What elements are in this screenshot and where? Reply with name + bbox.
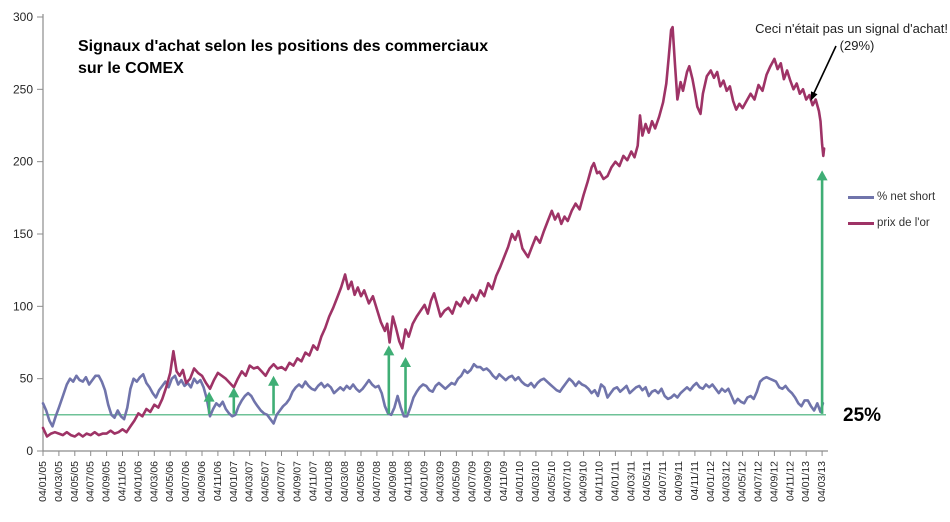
x-tick-label: 04/03/09 <box>435 461 447 502</box>
x-tick-label: 04/01/05 <box>37 461 49 502</box>
buy-signal-arrowhead <box>268 375 280 386</box>
x-tick-label: 04/01/09 <box>419 461 431 502</box>
annotation-callout: Ceci n'était pas un signal d'achat! (29%… <box>696 20 948 54</box>
annotation-arrowhead <box>810 91 818 101</box>
x-tick-label: 04/11/09 <box>498 461 510 501</box>
x-tick-label: 04/03/11 <box>625 461 637 501</box>
chart-title: Signaux d'achat selon les positions des … <box>78 36 488 80</box>
gold-price-series-line <box>41 25 826 438</box>
x-tick-label: 04/01/07 <box>228 461 240 502</box>
x-tick-label: 04/05/05 <box>69 461 81 502</box>
annotation-percent: (29%) <box>839 38 875 53</box>
x-tick-label: 04/11/12 <box>784 461 796 501</box>
threshold-25-label: 25% <box>843 405 882 426</box>
x-tick-label: 04/05/11 <box>641 461 653 501</box>
chart-title-line1: Signaux d'achat selon les positions des … <box>78 38 489 55</box>
x-tick-label: 04/07/08 <box>371 461 383 502</box>
y-tick-label: 0 <box>26 444 33 458</box>
x-tick-label: 04/01/13 <box>800 461 812 502</box>
x-tick-label: 04/01/08 <box>323 461 335 502</box>
x-tick-label: 04/11/07 <box>307 461 319 501</box>
x-tick-label: 04/01/10 <box>514 461 526 502</box>
buy-signal-arrowhead <box>228 387 240 398</box>
x-tick-label: 04/09/12 <box>768 461 780 502</box>
chart-legend: % net short prix de l'or <box>848 190 935 242</box>
buy-signal-arrowhead <box>400 356 412 367</box>
x-tick-label: 04/03/05 <box>53 461 65 502</box>
x-tick-label: 04/11/10 <box>594 461 606 501</box>
x-tick-label: 04/05/10 <box>546 461 558 502</box>
x-tick-label: 04/11/06 <box>212 461 224 501</box>
x-tick-label: 04/07/07 <box>276 461 288 502</box>
x-tick-label: 04/05/07 <box>260 461 272 502</box>
x-tick-label: 04/09/10 <box>578 461 590 502</box>
buy-signal-arrowhead <box>203 391 215 402</box>
chart-title-line2: sur le COMEX <box>78 60 184 77</box>
x-tick-label: 04/01/06 <box>132 461 144 502</box>
buy-signal-arrowhead <box>816 170 828 181</box>
x-tick-label: 04/11/08 <box>403 461 415 501</box>
x-tick-label: 04/09/07 <box>291 461 303 502</box>
x-tick-label: 04/07/10 <box>562 461 574 502</box>
y-tick-label: 100 <box>13 299 33 313</box>
x-tick-label: 04/05/09 <box>450 461 462 502</box>
legend-item-net-short: % net short <box>848 190 935 204</box>
x-tick-label: 04/11/11 <box>689 461 701 500</box>
buy-signal-arrowhead <box>383 345 395 356</box>
x-tick-label: 04/03/10 <box>530 461 542 502</box>
x-tick-label: 04/03/07 <box>244 461 256 502</box>
x-tick-label: 04/03/13 <box>816 461 828 502</box>
x-tick-label: 04/09/05 <box>101 461 113 502</box>
x-tick-label: 04/03/06 <box>148 461 160 502</box>
x-tick-label: 04/05/06 <box>164 461 176 502</box>
x-tick-label: 04/07/12 <box>753 461 765 502</box>
x-tick-label: 04/05/12 <box>737 461 749 502</box>
x-tick-label: 04/03/08 <box>339 461 351 502</box>
y-tick-label: 50 <box>20 372 34 386</box>
x-tick-label: 04/03/12 <box>721 461 733 502</box>
x-tick-label: 04/11/05 <box>117 461 129 501</box>
net-short-line-swatch <box>848 195 874 199</box>
x-tick-label: 04/07/11 <box>657 461 669 501</box>
annotation-text: Ceci n'était pas un signal d'achat! <box>755 21 948 36</box>
x-tick-label: 04/09/08 <box>387 461 399 502</box>
legend-item-gold-price: prix de l'or <box>848 216 935 230</box>
annotation-arrow-shaft <box>813 45 837 94</box>
x-tick-label: 04/01/12 <box>705 461 717 502</box>
x-tick-label: 04/05/08 <box>355 461 367 502</box>
y-tick-label: 200 <box>13 155 33 169</box>
y-tick-label: 250 <box>13 82 33 96</box>
x-tick-label: 04/09/11 <box>673 461 685 501</box>
x-tick-label: 04/09/06 <box>196 461 208 502</box>
x-tick-label: 04/07/05 <box>85 461 97 502</box>
x-tick-label: 04/01/11 <box>609 461 621 501</box>
gold-price-line-swatch <box>848 221 874 225</box>
legend-label-net-short: % net short <box>877 191 936 203</box>
net-short-series-line <box>41 362 825 428</box>
x-tick-label: 04/07/09 <box>466 461 478 502</box>
y-tick-label: 300 <box>13 10 33 24</box>
legend-label-gold-price: prix de l'or <box>877 217 930 229</box>
x-tick-label: 04/09/09 <box>482 461 494 502</box>
x-tick-label: 04/07/06 <box>180 461 192 502</box>
y-tick-label: 150 <box>13 227 33 241</box>
